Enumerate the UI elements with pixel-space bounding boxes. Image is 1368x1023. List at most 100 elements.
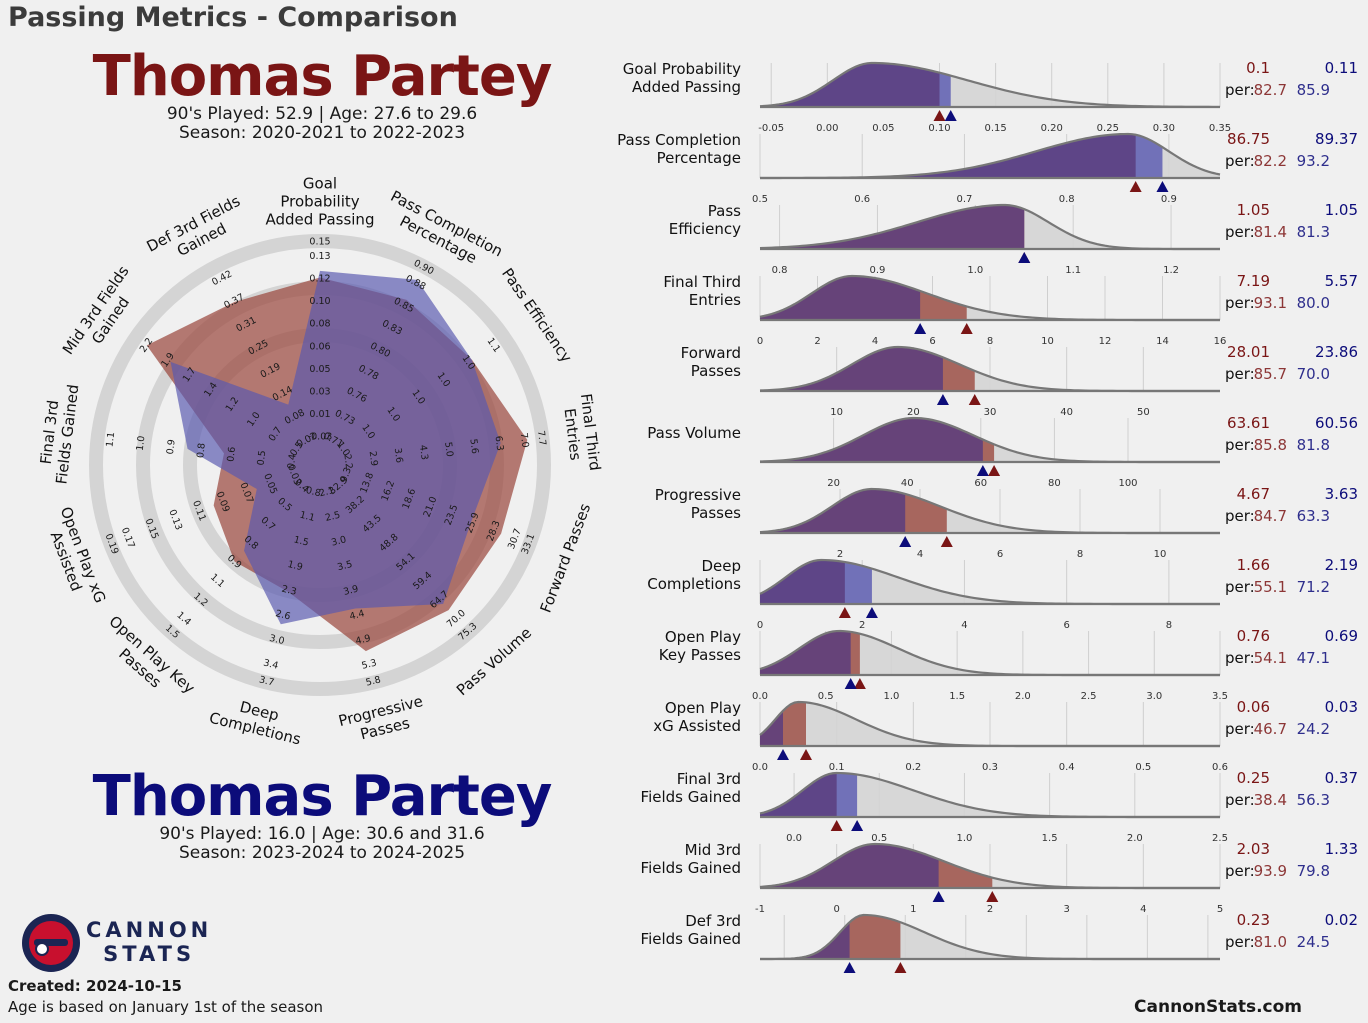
player2-value: 0.37 <box>1325 769 1358 787</box>
x-tick-label: 2.5 <box>1212 833 1228 844</box>
x-tick-label: 0.5 <box>1135 762 1151 773</box>
x-tick-label: 20 <box>907 407 920 418</box>
radar-series-player2 <box>170 270 501 625</box>
player1-percentile: 82.2 <box>1254 152 1287 170</box>
radar-tick-label: 3.4 <box>262 658 279 672</box>
player2-percentile: 47.1 <box>1297 649 1330 667</box>
radar-tick-label: 0.4 <box>286 453 299 469</box>
marker-player1 <box>830 820 843 831</box>
x-tick-label: 20 <box>827 478 840 489</box>
player2-value: 0.69 <box>1325 627 1358 645</box>
row-label: Open Play <box>665 699 741 717</box>
player2-info-played-age: 90's Played: 16.0 | Age: 30.6 and 31.6 <box>159 824 485 844</box>
marker-player2 <box>976 465 989 476</box>
radar-tick-label: 3.5 <box>336 559 353 573</box>
marker-player2 <box>844 678 857 689</box>
row-label: Forward <box>681 344 741 362</box>
x-tick-label: 2 <box>837 549 843 560</box>
radar-tick-label: 2.2 <box>341 453 354 469</box>
x-tick-label: 80 <box>1048 478 1061 489</box>
marker-player2 <box>1018 252 1031 263</box>
x-tick-label: 0.9 <box>1161 194 1177 205</box>
radar-tick-label: 0.17 <box>119 526 137 550</box>
player1-value: 0.1 <box>1246 59 1270 77</box>
player1-value: 86.75 <box>1227 130 1270 148</box>
cannon-logo-icon <box>22 914 80 972</box>
row-label: Pass Volume <box>647 424 741 442</box>
page-title: Passing Metrics - Comparison <box>8 2 458 33</box>
player1-percentile: 93.1 <box>1254 294 1287 312</box>
marker-player2 <box>936 394 949 405</box>
marker-player1 <box>986 891 999 902</box>
row-label: Efficiency <box>669 220 741 238</box>
x-tick-label: 3 <box>1063 904 1069 915</box>
row-label: Pass <box>708 202 741 220</box>
player2-value: 2.19 <box>1325 556 1358 574</box>
per-label: per: <box>1225 720 1255 738</box>
x-tick-label: 0.20 <box>1041 123 1063 134</box>
x-tick-label: 0.0 <box>786 833 802 844</box>
marker-player1 <box>988 465 1001 476</box>
radar-tick-label: 1.4 <box>174 610 193 628</box>
player2-value: 0.03 <box>1325 698 1358 716</box>
radar-tick-label: -0.03 <box>308 432 333 443</box>
row-label: Key Passes <box>659 646 741 664</box>
player2-percentile: 56.3 <box>1297 791 1330 809</box>
radar-tick-label: 7.7 <box>535 430 548 446</box>
x-tick-label: 4 <box>917 549 923 560</box>
player2-percentile: 93.2 <box>1297 152 1330 170</box>
radar-tick-label: 0.05 <box>309 364 330 375</box>
marker-player2 <box>843 962 856 973</box>
x-tick-label: 4 <box>872 336 878 347</box>
row-label: Fields Gained <box>641 788 741 806</box>
x-tick-label: 4 <box>1140 904 1146 915</box>
radar-tick-label: 3.6 <box>392 447 405 463</box>
x-tick-label: 0.00 <box>816 123 838 134</box>
radar-tick-label: 0.03 <box>309 386 330 397</box>
row-label: Percentage <box>657 149 741 167</box>
x-tick-label: 6 <box>997 549 1003 560</box>
player1-percentile: 93.9 <box>1254 862 1287 880</box>
radar-tick-label: 5.3 <box>361 658 378 672</box>
player1-percentile: 82.7 <box>1254 81 1287 99</box>
radar-tick-label: 5.0 <box>442 441 455 457</box>
player2-value: 0.02 <box>1325 911 1358 929</box>
radar-tick-label: 1.1 <box>104 431 117 447</box>
player2-value: 1.33 <box>1325 840 1358 858</box>
x-tick-label: 40 <box>1060 407 1073 418</box>
radar-tick-label: 9.3 <box>338 466 354 484</box>
radar-tick-label: 5.6 <box>467 438 480 454</box>
age-note: Age is based on January 1st of the seaso… <box>8 998 324 1016</box>
radar-tick-label: 0.01 <box>309 409 330 420</box>
radar-tick-label: 3.9 <box>342 584 359 598</box>
x-tick-label: 2 <box>859 620 865 631</box>
x-tick-label: 2 <box>987 904 993 915</box>
radar-tick-label: 2.9 <box>367 450 380 466</box>
radar-tick-label: 7.0 <box>518 432 531 448</box>
radar-tick-label: 0.9 <box>165 439 178 455</box>
distribution-area <box>760 773 1220 817</box>
x-tick-label: 10 <box>1154 549 1167 560</box>
x-tick-label: 0.6 <box>1212 762 1228 773</box>
x-tick-label: 2.5 <box>1081 691 1097 702</box>
marker-player2 <box>1156 181 1169 192</box>
radar-tick-label: 5.8 <box>365 674 382 688</box>
marker-player2 <box>851 820 864 831</box>
overlap-fill <box>760 134 1136 178</box>
x-tick-label: -0.05 <box>758 123 784 134</box>
player1-info-season: Season: 2020-2021 to 2022-2023 <box>178 123 466 143</box>
player1-info-played-age: 90's Played: 52.9 | Age: 27.6 to 29.6 <box>166 104 478 124</box>
player1-percentile: 55.1 <box>1254 578 1287 596</box>
per-label: per: <box>1225 791 1255 809</box>
marker-player1 <box>838 607 851 618</box>
logo-line2: STATS <box>103 942 196 966</box>
per-label: per: <box>1225 507 1255 525</box>
player2-value: 0.11 <box>1325 59 1358 77</box>
player2-percentile: 81.8 <box>1297 436 1330 454</box>
x-tick-label: 0.25 <box>1097 123 1119 134</box>
per-label: per: <box>1225 862 1255 880</box>
website-link[interactable]: CannonStats.com <box>1134 997 1302 1017</box>
